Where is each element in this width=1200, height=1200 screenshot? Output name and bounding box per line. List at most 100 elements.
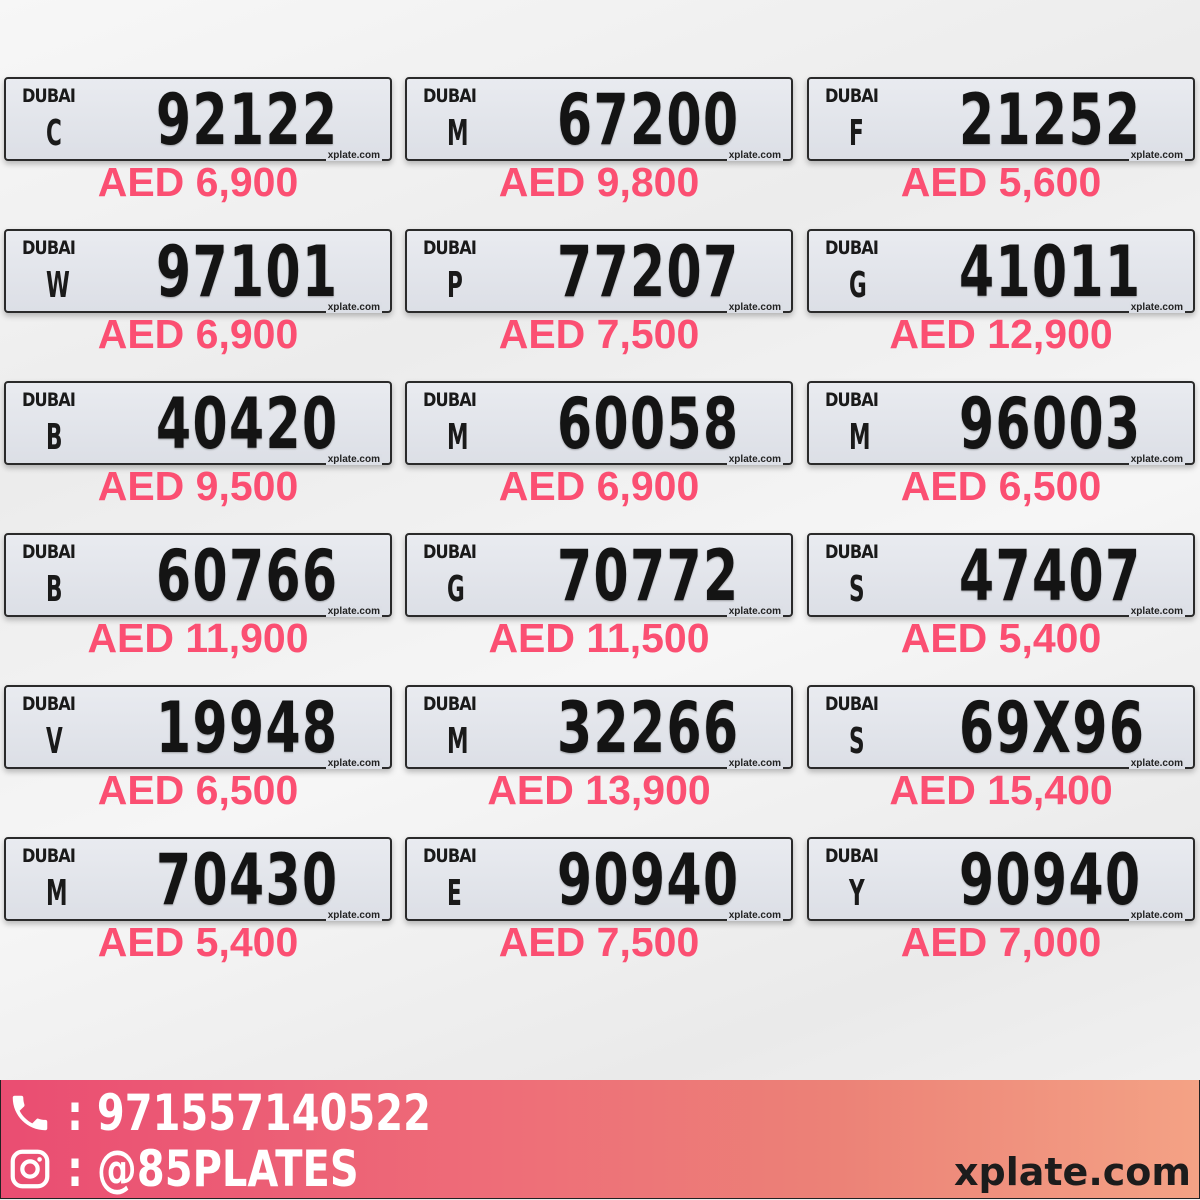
plate-code: P [447, 265, 463, 306]
plate-price: AED 7,500 [498, 311, 700, 357]
site-name[interactable]: xplate.com [954, 1150, 1191, 1194]
plate-code: C [46, 113, 62, 154]
plate-listing[interactable]: DUBAI B 40420 xplate.com AED 9,500 [4, 381, 392, 521]
instagram-handle[interactable]: : @85PLATES [67, 1140, 359, 1198]
plate-price: AED 6,500 [900, 463, 1102, 509]
dubai-logo: DUBAI [825, 237, 879, 259]
plate-listing[interactable]: DUBAI C 92122 xplate.com AED 6,900 [4, 77, 392, 217]
plate-number: 90940 [959, 839, 1142, 921]
dubai-logo: DUBAI [423, 541, 477, 563]
plate-watermark: xplate.com [1128, 910, 1185, 921]
license-plate[interactable]: DUBAI M 32266 xplate.com [405, 685, 793, 769]
license-plate[interactable]: DUBAI S 47407 xplate.com [807, 533, 1195, 617]
plate-watermark: xplate.com [1128, 150, 1185, 161]
plate-listing[interactable]: DUBAI P 77207 xplate.com AED 7,500 [405, 229, 793, 369]
license-plate[interactable]: DUBAI B 60766 xplate.com [4, 533, 392, 617]
plate-number: 40420 [156, 383, 339, 465]
plate-price: AED 11,900 [87, 615, 309, 661]
plate-watermark: xplate.com [325, 758, 382, 769]
license-plate[interactable]: DUBAI E 90940 xplate.com [405, 837, 793, 921]
plate-watermark: xplate.com [726, 758, 783, 769]
dubai-logo: DUBAI [825, 389, 879, 411]
plate-number: 70772 [557, 535, 740, 617]
dubai-logo: DUBAI [825, 693, 879, 715]
plate-listing[interactable]: DUBAI G 70772 xplate.com AED 11,500 [405, 533, 793, 673]
dubai-logo: DUBAI [825, 541, 879, 563]
license-plate[interactable]: DUBAI P 77207 xplate.com [405, 229, 793, 313]
plate-code: S [849, 569, 865, 610]
plate-price: AED 7,500 [498, 919, 700, 965]
license-plate[interactable]: DUBAI S 69X96 xplate.com [807, 685, 1195, 769]
plate-listing[interactable]: DUBAI W 97101 xplate.com AED 6,900 [4, 229, 392, 369]
dubai-logo: DUBAI [22, 389, 76, 411]
dubai-logo: DUBAI [22, 845, 76, 867]
license-plate[interactable]: DUBAI F 21252 xplate.com [807, 77, 1195, 161]
plate-listing[interactable]: DUBAI V 19948 xplate.com AED 6,500 [4, 685, 392, 825]
plate-watermark: xplate.com [325, 910, 382, 921]
phone-number[interactable]: : 971557140522 [67, 1084, 431, 1142]
plate-listing[interactable]: DUBAI S 69X96 xplate.com AED 15,400 [807, 685, 1195, 825]
plate-number: 97101 [156, 231, 339, 313]
plate-number: 19948 [156, 687, 339, 769]
plate-listing[interactable]: DUBAI Y 90940 xplate.com AED 7,000 [807, 837, 1195, 977]
plate-number: 67200 [557, 79, 740, 161]
dubai-logo: DUBAI [423, 845, 477, 867]
plate-listing[interactable]: DUBAI M 96003 xplate.com AED 6,500 [807, 381, 1195, 521]
dubai-logo: DUBAI [423, 389, 477, 411]
plate-listing[interactable]: DUBAI M 67200 xplate.com AED 9,800 [405, 77, 793, 217]
plate-code: G [849, 265, 867, 306]
license-plate[interactable]: DUBAI Y 90940 xplate.com [807, 837, 1195, 921]
plate-code: V [46, 721, 63, 762]
plate-code: B [46, 417, 63, 458]
plate-number: 92122 [156, 79, 339, 161]
dubai-logo: DUBAI [423, 237, 477, 259]
license-plate[interactable]: DUBAI M 60058 xplate.com [405, 381, 793, 465]
plate-price: AED 12,900 [889, 311, 1113, 357]
dubai-logo: DUBAI [825, 85, 879, 107]
plate-number: 41011 [959, 231, 1142, 313]
plate-listing[interactable]: DUBAI M 60058 xplate.com AED 6,900 [405, 381, 793, 521]
plate-watermark: xplate.com [1128, 454, 1185, 465]
plate-listing[interactable]: DUBAI F 21252 xplate.com AED 5,600 [807, 77, 1195, 217]
license-plate[interactable]: DUBAI G 41011 xplate.com [807, 229, 1195, 313]
plate-listing[interactable]: DUBAI E 90940 xplate.com AED 7,500 [405, 837, 793, 977]
dubai-logo: DUBAI [825, 845, 879, 867]
plate-watermark: xplate.com [325, 454, 382, 465]
dubai-logo: DUBAI [423, 85, 477, 107]
instagram-row: : @85PLATES [7, 1140, 432, 1198]
plate-watermark: xplate.com [1128, 302, 1185, 313]
plate-code: M [46, 873, 68, 914]
plate-number: 69X96 [959, 687, 1146, 769]
plate-listing[interactable]: DUBAI S 47407 xplate.com AED 5,400 [807, 533, 1195, 673]
license-plate[interactable]: DUBAI C 92122 xplate.com [4, 77, 392, 161]
plate-watermark: xplate.com [325, 606, 382, 617]
contact-footer: : 971557140522 : @85PLATES xplate.com [0, 1080, 1200, 1199]
license-plate[interactable]: DUBAI W 97101 xplate.com [4, 229, 392, 313]
plate-listing[interactable]: DUBAI M 32266 xplate.com AED 13,900 [405, 685, 793, 825]
plates-grid: DUBAI C 92122 xplate.com AED 6,900 DUBAI… [4, 77, 1195, 977]
plate-number: 21252 [959, 79, 1142, 161]
license-plate[interactable]: DUBAI B 40420 xplate.com [4, 381, 392, 465]
phone-icon [12, 1095, 48, 1131]
plate-listing[interactable]: DUBAI B 60766 xplate.com AED 11,900 [4, 533, 392, 673]
plate-code: E [447, 873, 462, 914]
plate-price: AED 6,500 [97, 767, 299, 813]
plate-watermark: xplate.com [325, 302, 382, 313]
dubai-logo: DUBAI [22, 693, 76, 715]
license-plate[interactable]: DUBAI M 70430 xplate.com [4, 837, 392, 921]
dubai-logo: DUBAI [22, 541, 76, 563]
plate-watermark: xplate.com [1128, 758, 1185, 769]
license-plate[interactable]: DUBAI M 67200 xplate.com [405, 77, 793, 161]
plate-price: AED 5,400 [900, 615, 1102, 661]
plate-code: M [447, 417, 469, 458]
license-plate[interactable]: DUBAI M 96003 xplate.com [807, 381, 1195, 465]
plate-watermark: xplate.com [726, 302, 783, 313]
plate-code: B [46, 569, 63, 610]
plate-price: AED 6,900 [97, 159, 299, 205]
license-plate[interactable]: DUBAI G 70772 xplate.com [405, 533, 793, 617]
plate-code: S [849, 721, 865, 762]
plate-listing[interactable]: DUBAI G 41011 xplate.com AED 12,900 [807, 229, 1195, 369]
plate-price: AED 11,500 [488, 615, 710, 661]
plate-listing[interactable]: DUBAI M 70430 xplate.com AED 5,400 [4, 837, 392, 977]
license-plate[interactable]: DUBAI V 19948 xplate.com [4, 685, 392, 769]
